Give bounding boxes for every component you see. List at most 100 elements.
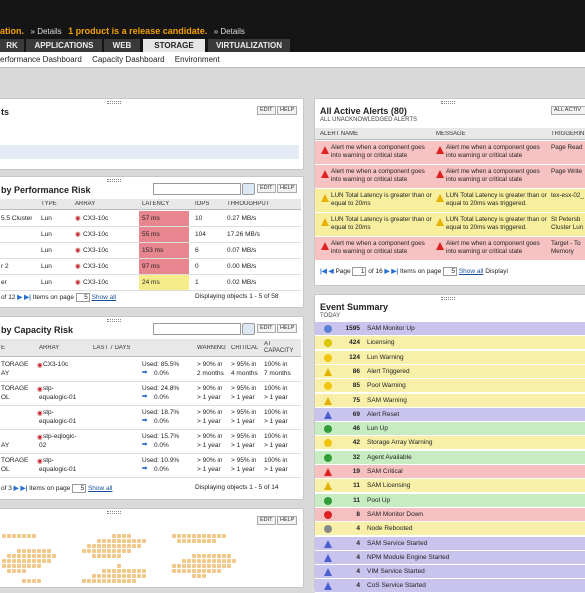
col-name[interactable]: E: [1, 345, 6, 351]
row-array[interactable]: stp-eqlogic-: [43, 433, 77, 440]
col-latency[interactable]: LATENCY: [142, 201, 170, 207]
table-row[interactable]: TORAGE OL ◉ stp-equalogic-01 Used: 24.8% ➡ 0.0…: [0, 382, 301, 406]
event-label[interactable]: Alert Triggered: [367, 367, 410, 375]
event-row[interactable]: 11 Pool Up: [315, 493, 585, 508]
event-row[interactable]: 8 SAM Monitor Down: [315, 507, 585, 522]
alert-row[interactable]: Alert me when a component goes into warn…: [315, 165, 585, 189]
edit-button[interactable]: EDIT: [257, 516, 276, 525]
help-button[interactable]: HELP: [277, 106, 298, 115]
event-label[interactable]: Lun Warning: [367, 353, 404, 361]
event-label[interactable]: VIM Service Started: [367, 568, 425, 576]
col-at-capacity[interactable]: AT CAPACITY: [264, 341, 294, 354]
row-array-2[interactable]: equalogic-01: [39, 394, 77, 401]
row-array[interactable]: CX3-10c: [83, 247, 109, 254]
nav-capacity-dashboard[interactable]: Capacity Dashboard: [92, 55, 165, 64]
tab-virtualization[interactable]: VIRTUALIZATION: [208, 39, 290, 52]
table-row[interactable]: Lun ◉ CX3-10c 55 ms 104 17.26 MB/s: [0, 227, 301, 243]
search-icon[interactable]: [242, 183, 255, 195]
table-row[interactable]: 5.5 Cluster Lun ◉ CX3-10c 57 ms 10 0.27 MB/s: [0, 211, 301, 227]
edit-button[interactable]: EDIT: [257, 324, 276, 333]
items-per-page-input[interactable]: 5: [72, 484, 87, 493]
table-row[interactable]: AY ◉ stp-eqlogic- 02 Used: 15.7% ➡ 0.0% > 90% i…: [0, 430, 301, 454]
alert-row[interactable]: LUN Total Latency is greater than or equ…: [315, 213, 585, 237]
event-label[interactable]: SAM Monitor Up: [367, 325, 415, 332]
tab-network[interactable]: RK: [0, 39, 24, 52]
event-label[interactable]: Pool Up: [367, 496, 391, 504]
next-page-icon[interactable]: ▶: [384, 268, 390, 276]
col-critical[interactable]: CRITICAL: [231, 345, 259, 351]
world-map[interactable]: [0, 530, 300, 585]
col-warning[interactable]: WARNING: [197, 345, 226, 351]
event-row[interactable]: 75 SAM Warning: [315, 393, 585, 408]
notice-details-link[interactable]: » Details: [30, 27, 62, 36]
row-array[interactable]: stp-: [43, 409, 54, 416]
event-row[interactable]: 124 Lun Warning: [315, 350, 585, 365]
event-label[interactable]: NPM Module Engine Started: [367, 553, 450, 561]
edit-button[interactable]: EDIT: [257, 106, 276, 115]
nav-performance-dashboard[interactable]: erformance Dashboard: [0, 55, 82, 64]
event-label[interactable]: Agent Available: [367, 453, 412, 461]
drag-handle[interactable]: [107, 179, 121, 182]
drag-handle[interactable]: [441, 101, 455, 104]
col-array[interactable]: ARRAY: [75, 201, 96, 207]
row-array[interactable]: CX3-10c: [83, 279, 109, 286]
event-label[interactable]: SAM Critical: [367, 468, 403, 475]
tab-storage[interactable]: STORAGE: [143, 39, 205, 52]
prev-page-icon[interactable]: ◀: [328, 268, 334, 276]
table-row[interactable]: TORAGE OL ◉ stp-equalogic-01 Used: 10.9% ➡ 0.0…: [0, 454, 301, 478]
alert-name[interactable]: Alert me when a component goes into warn…: [331, 240, 425, 255]
tab-applications[interactable]: APPLICATIONS: [26, 39, 102, 52]
next-page-icon[interactable]: ▶: [17, 294, 23, 302]
col-iops[interactable]: IOPS: [195, 201, 210, 207]
row-array[interactable]: CX3-10c: [83, 215, 109, 222]
drag-handle[interactable]: [107, 511, 121, 514]
col-message[interactable]: MESSAGE: [436, 131, 466, 137]
row-array-2[interactable]: 02: [39, 442, 47, 449]
table-row[interactable]: r 2 Lun ◉ CX3-10c 97 ms 0 0.00 MB/s: [0, 259, 301, 275]
event-label[interactable]: Licensing: [367, 339, 395, 347]
show-all-link[interactable]: Show all: [91, 294, 117, 302]
notice-details-link-2[interactable]: » Details: [213, 27, 245, 36]
row-array-2[interactable]: equalogic-01: [39, 418, 77, 425]
event-label[interactable]: SAM Warning: [367, 396, 407, 404]
alert-trigger[interactable]: Target - To Memory: [551, 240, 581, 255]
row-array[interactable]: CX3-10c: [83, 263, 109, 270]
table-row[interactable]: Lun ◉ CX3-10c 153 ms 6 0.07 MB/s: [0, 243, 301, 259]
col-throughput[interactable]: THROUGHPUT: [227, 201, 270, 207]
row-array[interactable]: stp-: [43, 385, 54, 392]
first-page-icon[interactable]: |◀: [320, 268, 327, 276]
nav-environment[interactable]: Environment: [174, 55, 220, 64]
row-array-2[interactable]: equalogic-01: [39, 466, 77, 473]
event-row[interactable]: 11 SAM Licensing: [315, 479, 585, 494]
last-page-icon[interactable]: ▶|: [20, 485, 28, 493]
table-row[interactable]: ◉ stp-equalogic-01 Used: 18.7% ➡ 0.0% > 90% i…: [0, 406, 301, 430]
drag-handle[interactable]: [441, 297, 455, 300]
event-row[interactable]: 42 Storage Array Warning: [315, 436, 585, 451]
event-label[interactable]: Lun Up: [367, 425, 388, 433]
alert-name[interactable]: LUN Total Latency is greater than or equ…: [331, 216, 432, 231]
alert-row[interactable]: Alert me when a component goes into warn…: [315, 141, 585, 165]
show-all-link[interactable]: Show all: [458, 268, 484, 276]
search-input[interactable]: [153, 183, 241, 195]
alert-name[interactable]: Alert me when a component goes into warn…: [331, 144, 425, 159]
table-row[interactable]: er Lun ◉ CX3-10c 24 ms 1 0.02 MB/s: [0, 275, 301, 291]
help-button[interactable]: HELP: [277, 184, 298, 193]
event-label[interactable]: Alert Reset: [367, 410, 400, 418]
help-button[interactable]: HELP: [277, 516, 298, 525]
col-last7days[interactable]: LAST 7 DAYS: [93, 345, 131, 351]
alert-name[interactable]: Alert me when a component goes into warn…: [331, 168, 425, 183]
event-label[interactable]: SAM Licensing: [367, 482, 411, 490]
alert-row[interactable]: LUN Total Latency is greater than or equ…: [315, 189, 585, 213]
search-input[interactable]: [153, 323, 241, 335]
help-button[interactable]: HELP: [277, 324, 298, 333]
col-alert-name[interactable]: ALERT NAME: [320, 131, 359, 137]
event-label[interactable]: Storage Array Warning: [367, 439, 433, 447]
alert-trigger[interactable]: St Petersb Cluster Lun: [551, 216, 584, 231]
edit-button[interactable]: EDIT: [257, 184, 276, 193]
alert-row[interactable]: Alert me when a component goes into warn…: [315, 237, 585, 261]
event-label[interactable]: Node Rebooted: [367, 525, 413, 533]
next-page-icon[interactable]: ▶: [13, 485, 19, 493]
event-row[interactable]: 424 Licensing: [315, 336, 585, 351]
row-array[interactable]: stp-: [43, 457, 54, 464]
alert-trigger[interactable]: Page Read: [551, 144, 583, 151]
